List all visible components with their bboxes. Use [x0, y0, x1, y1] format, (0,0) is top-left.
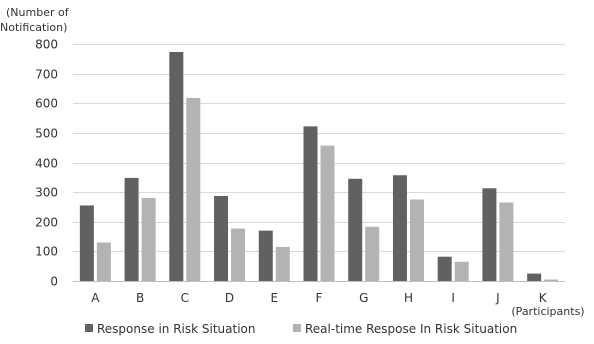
bar-realtime-K [544, 279, 559, 281]
x-tick-label: F [316, 291, 323, 305]
bar-response-D [214, 195, 229, 281]
y-axis-title-line-1: (Number of [6, 6, 70, 19]
x-tick-label: I [451, 291, 455, 305]
y-tick-label: 200 [35, 216, 58, 230]
bar-realtime-H [409, 199, 424, 281]
bars [79, 51, 559, 281]
x-tick-label: J [495, 291, 500, 305]
x-tick-label: K [539, 291, 548, 305]
bar-response-J [482, 188, 497, 281]
bar-response-K [527, 273, 542, 281]
y-tick-label: 100 [35, 245, 58, 259]
bar-realtime-E [275, 246, 290, 281]
legend-label-realtime: Real-time Respose In Risk Situation [305, 322, 517, 336]
bar-response-H [392, 175, 407, 281]
y-tick-label: 700 [35, 68, 58, 82]
y-tick-label: 800 [35, 38, 58, 52]
bar-response-B [124, 177, 139, 281]
x-tick-labels: A B C D E F G H I J K [91, 291, 547, 305]
bar-response-G [348, 178, 363, 281]
y-axis-title-line-2: Notification) [0, 21, 67, 34]
y-tick-label: 600 [35, 97, 58, 111]
bar-realtime-I [454, 261, 469, 281]
x-tick-label: E [270, 291, 278, 305]
bar-response-F [303, 126, 318, 281]
bar-realtime-G [365, 226, 380, 281]
x-tick-label: A [91, 291, 100, 305]
bar-response-C [169, 51, 184, 281]
bar-response-A [79, 205, 94, 281]
legend-label-response: Response in Risk Situation [97, 322, 256, 336]
x-tick-label: B [136, 291, 144, 305]
x-tick-label: D [225, 291, 234, 305]
y-tick-label: 300 [35, 186, 58, 200]
bar-realtime-D [231, 228, 246, 281]
x-tick-label: C [181, 291, 189, 305]
x-axis-title: (Participants) [511, 305, 584, 318]
bar-realtime-C [186, 97, 201, 281]
x-tick-label: G [359, 291, 368, 305]
legend: Response in Risk Situation Real-time Res… [85, 322, 517, 336]
bar-realtime-B [141, 198, 156, 281]
x-tick-label: H [404, 291, 413, 305]
legend-swatch-realtime [293, 324, 301, 332]
bar-realtime-J [499, 202, 514, 281]
y-tick-label: 500 [35, 127, 58, 141]
bar-realtime-A [96, 242, 111, 281]
bar-response-E [258, 230, 273, 281]
legend-swatch-response [85, 324, 93, 332]
y-tick-labels: 0 100 200 300 400 500 600 700 800 [35, 38, 58, 289]
y-tick-label: 0 [50, 275, 58, 289]
bar-response-I [437, 256, 452, 281]
bar-realtime-F [320, 145, 335, 281]
y-tick-label: 400 [35, 157, 58, 171]
